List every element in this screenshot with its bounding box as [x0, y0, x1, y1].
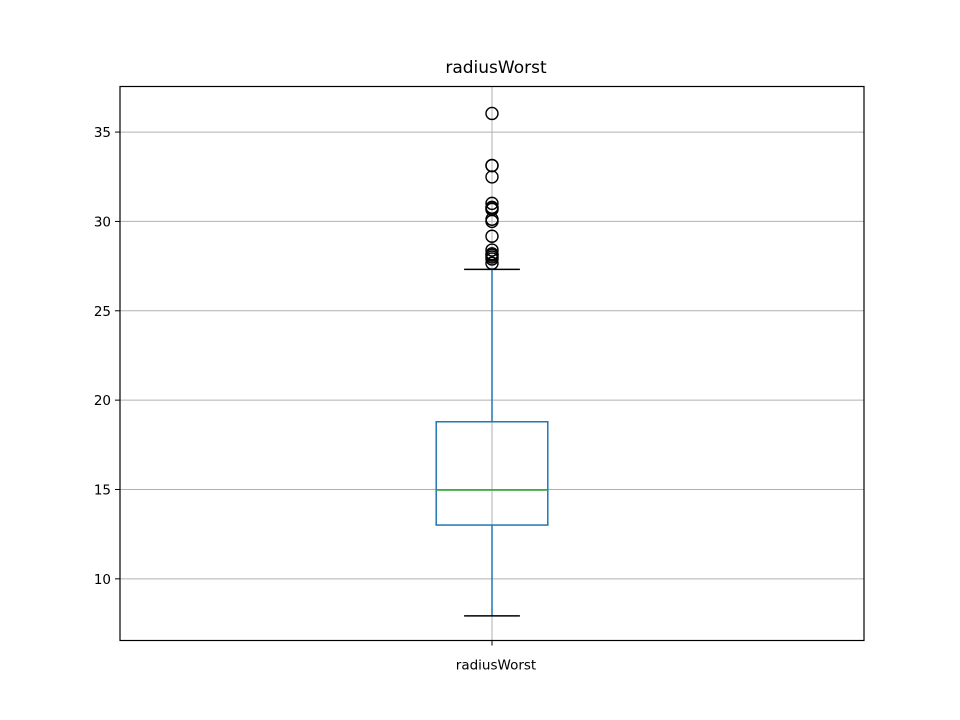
x-axis: radiusWorst: [456, 640, 536, 674]
outlier-point: [485, 106, 499, 121]
x-tick-label: radiusWorst: [456, 658, 536, 674]
outlier-point: [485, 158, 499, 173]
chart-title: radiusWorst: [445, 58, 547, 78]
y-tick-label: 25: [94, 304, 111, 320]
y-tick-label: 20: [94, 393, 111, 409]
axes-frame: [119, 85, 865, 642]
y-tick-label: 15: [94, 482, 111, 498]
outlier-point: [485, 196, 499, 211]
outlier-point: [485, 243, 499, 257]
y-axis: 10 15 20 25 30 35: [94, 125, 120, 588]
y-tick-label: 35: [94, 125, 111, 141]
outlier-point: [485, 229, 499, 243]
outlier-point: [485, 247, 499, 261]
y-tick-label: 10: [94, 572, 111, 588]
y-tick-label: 30: [94, 214, 111, 230]
iqr-box: [435, 421, 549, 526]
outlier-point: [485, 200, 499, 215]
outlier-point: [485, 256, 499, 270]
plot-layer: [435, 106, 549, 617]
